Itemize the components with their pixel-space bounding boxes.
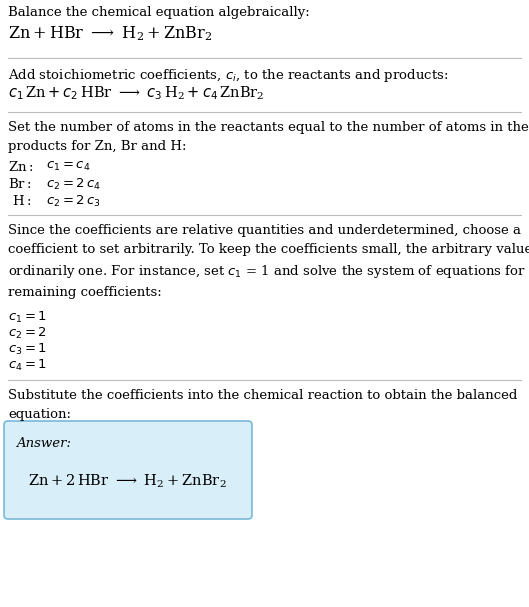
Text: $c_1 = c_4$: $c_1 = c_4$ <box>46 160 90 173</box>
Text: $c_2 = 2$: $c_2 = 2$ <box>8 326 47 341</box>
Text: $\mathregular{Zn:}$: $\mathregular{Zn:}$ <box>8 160 33 174</box>
Text: Answer:: Answer: <box>16 437 71 450</box>
FancyBboxPatch shape <box>4 421 252 519</box>
Text: $c_4 = 1$: $c_4 = 1$ <box>8 358 47 373</box>
Text: $c_1 = 1$: $c_1 = 1$ <box>8 310 47 325</box>
Text: $\mathregular{Br:}$: $\mathregular{Br:}$ <box>8 177 32 191</box>
Text: Substitute the coefficients into the chemical reaction to obtain the balanced
eq: Substitute the coefficients into the che… <box>8 389 517 421</box>
Text: $\mathregular{Zn + HBr\ \longrightarrow\ H_2 + ZnBr_2}$: $\mathregular{Zn + HBr\ \longrightarrow\… <box>8 24 212 42</box>
Text: $c_1\,\mathregular{Zn} + c_2\,\mathregular{HBr\ \longrightarrow\ }c_3\,\mathregu: $c_1\,\mathregular{Zn} + c_2\,\mathregul… <box>8 84 264 102</box>
Text: Balance the chemical equation algebraically:: Balance the chemical equation algebraica… <box>8 6 310 19</box>
Text: $c_2 = 2\,c_4$: $c_2 = 2\,c_4$ <box>46 177 101 192</box>
Text: $c_3 = 1$: $c_3 = 1$ <box>8 342 47 357</box>
Text: Since the coefficients are relative quantities and underdetermined, choose a
coe: Since the coefficients are relative quan… <box>8 224 529 299</box>
Text: Set the number of atoms in the reactants equal to the number of atoms in the
pro: Set the number of atoms in the reactants… <box>8 121 529 153</box>
Text: $c_2 = 2\,c_3$: $c_2 = 2\,c_3$ <box>46 194 101 209</box>
Text: $\mathregular{H:}$: $\mathregular{H:}$ <box>12 194 31 208</box>
Text: $\mathregular{Zn + 2\,HBr\ \longrightarrow\ H_2 + ZnBr_2}$: $\mathregular{Zn + 2\,HBr\ \longrightarr… <box>28 473 226 490</box>
Text: Add stoichiometric coefficients, $c_i$, to the reactants and products:: Add stoichiometric coefficients, $c_i$, … <box>8 67 449 84</box>
